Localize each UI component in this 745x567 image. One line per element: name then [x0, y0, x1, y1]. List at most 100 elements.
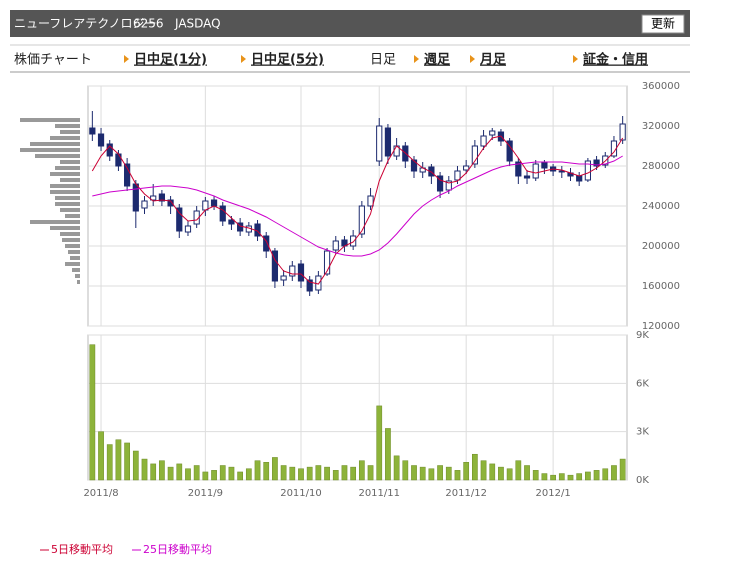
volume-bar [193, 465, 200, 481]
candle-body [219, 205, 226, 222]
volume-profile-bar [70, 256, 80, 260]
candle-body [384, 127, 392, 157]
candle-body [358, 205, 365, 235]
volume-bar [463, 462, 470, 481]
stock-code: 6256 [133, 17, 164, 31]
volume-bar [558, 473, 565, 481]
candle-body [167, 199, 174, 207]
volume-bar [489, 463, 496, 481]
tab[interactable]: 日中足(5分) [251, 52, 324, 68]
candle-body [306, 279, 313, 292]
volume-tick-label: 6K [636, 378, 649, 389]
volume-bar [176, 463, 183, 481]
candle-body [271, 250, 279, 282]
volume-profile-bar [68, 250, 80, 254]
volume-bar [341, 465, 348, 481]
candle-body [367, 195, 374, 207]
candle-body [445, 180, 452, 191]
volume-profile-bar [50, 172, 80, 176]
tab[interactable]: 月足 [479, 53, 507, 68]
volume-tick-label: 3K [636, 427, 649, 438]
volume-tick-label: 9K [636, 330, 649, 341]
volume-bar [124, 442, 130, 481]
volume-profile-bar [65, 244, 80, 248]
volume-bar [202, 471, 209, 481]
candle-body [89, 127, 96, 135]
refresh-button[interactable]: 更新 [641, 14, 685, 34]
candle-body [106, 143, 113, 157]
candle-body [115, 153, 122, 167]
volume-bar [541, 473, 548, 481]
y-tick-label: 360000 [642, 81, 680, 92]
candle-body [280, 275, 287, 281]
candle-body [176, 207, 183, 232]
company-name: ニューフレアテクノロジー [14, 17, 157, 31]
volume-bar [332, 470, 339, 481]
arrow-icon [470, 55, 475, 63]
tab: 株価チャート [14, 53, 92, 68]
candle-body [376, 125, 383, 162]
candle-body [576, 175, 583, 182]
candle-body [558, 170, 565, 173]
volume-bar [567, 474, 574, 481]
y-tick-label: 120000 [642, 321, 680, 332]
ma-line [91, 135, 624, 285]
volume-profile-bar [60, 208, 80, 212]
volume-bar [167, 466, 174, 481]
candle-body [315, 275, 322, 291]
volume-bar [480, 460, 487, 481]
volume-bar [280, 465, 287, 481]
volume-bar [437, 465, 443, 481]
volume-bar [454, 470, 461, 481]
candle-body [210, 199, 218, 207]
volume-bar [524, 465, 530, 481]
volume-profile-bar [50, 190, 80, 194]
candle-body [471, 145, 478, 165]
volume-bar [385, 428, 391, 481]
volume-bar [602, 468, 609, 481]
volume-bar [211, 470, 217, 481]
tab[interactable]: 週足 [424, 53, 451, 68]
volume-bar [402, 460, 409, 481]
volume-profile-bar [75, 274, 80, 278]
volume-profile-bar [55, 202, 80, 206]
legend-label: 5日移動平均 [51, 542, 113, 556]
volume-bar [393, 455, 400, 481]
candle-body [97, 133, 105, 147]
volume-profile-bar [65, 214, 80, 218]
candle-body [350, 235, 357, 247]
candle-body [228, 219, 235, 225]
volume-profile-bar [20, 148, 80, 152]
volume-bar [263, 462, 270, 481]
chart: 120000 160000 200000 240000 280000 320000 3600… [20, 81, 680, 556]
candle-body [584, 160, 591, 181]
ma-line [92, 155, 623, 257]
candle-body [297, 263, 305, 282]
volume-bar [141, 458, 148, 481]
volume-profile-bar [20, 118, 80, 122]
y-tick-label: 200000 [642, 241, 680, 252]
y-tick-label: 280000 [642, 161, 680, 172]
legend-label: 25日移動平均 [143, 542, 212, 556]
volume-bar [593, 470, 600, 481]
volume-bar [132, 450, 139, 481]
candle-body [184, 225, 192, 233]
tab[interactable]: 日中足(1分) [134, 52, 207, 68]
x-tick-label: 2011/11 [358, 488, 400, 499]
volume-bar [367, 465, 374, 481]
volume-bar [272, 457, 278, 481]
volume-profile-bar [60, 178, 80, 182]
volume-bar [506, 468, 513, 481]
candle-body [436, 175, 444, 192]
volume-bar [98, 431, 104, 481]
volume-bar [619, 458, 626, 481]
volume-profile-bar [60, 160, 80, 164]
y-tick-label: 240000 [642, 201, 680, 212]
candle-body [410, 159, 418, 172]
candle-body [332, 240, 339, 251]
volume-bar [237, 471, 243, 481]
tab[interactable]: 証金・信用 [583, 52, 648, 68]
volume-profile-bar [77, 280, 80, 284]
candle-body [132, 183, 139, 212]
